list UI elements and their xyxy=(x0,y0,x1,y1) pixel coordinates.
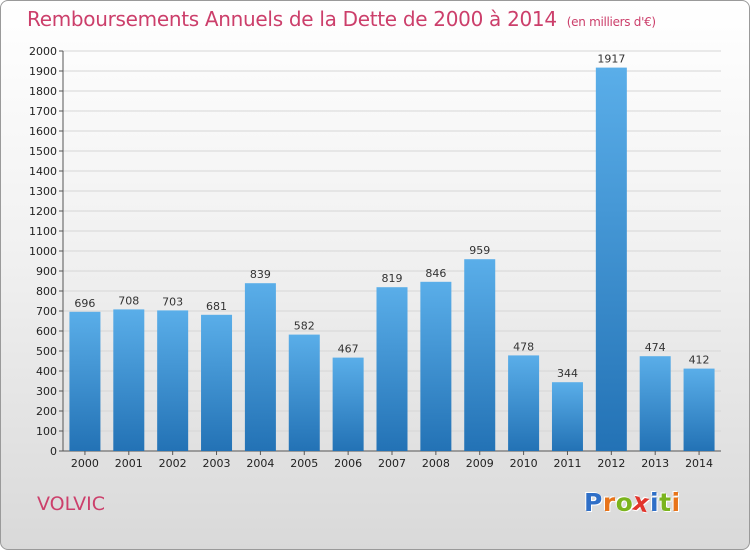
bar-2013[interactable] xyxy=(639,356,671,451)
value-label-2010: 478 xyxy=(513,340,534,353)
bar-2012[interactable] xyxy=(595,67,627,451)
x-tick-label-2001: 2001 xyxy=(115,457,143,470)
x-tick-label-2006: 2006 xyxy=(334,457,362,470)
y-tick-label: 2000 xyxy=(29,45,57,58)
y-tick-label: 1300 xyxy=(29,185,57,198)
y-tick-label: 0 xyxy=(50,445,57,458)
bar-2014[interactable] xyxy=(683,368,715,451)
y-tick-label: 400 xyxy=(36,365,57,378)
bar-2010[interactable] xyxy=(508,355,540,451)
x-tick-label-2002: 2002 xyxy=(159,457,187,470)
y-tick-label: 700 xyxy=(36,305,57,318)
bar-2011[interactable] xyxy=(551,382,583,451)
chart-title: Remboursements Annuels de la Dette de 20… xyxy=(27,7,656,31)
value-label-2000: 696 xyxy=(74,297,95,310)
logo-letter: t xyxy=(659,488,672,517)
y-tick-label: 1400 xyxy=(29,165,57,178)
bar-2006[interactable] xyxy=(332,357,364,451)
x-tick-label-2014: 2014 xyxy=(685,457,713,470)
y-tick-label: 1600 xyxy=(29,125,57,138)
y-tick-label: 600 xyxy=(36,325,57,338)
y-tick-label: 800 xyxy=(36,285,57,298)
y-tick-label: 1100 xyxy=(29,225,57,238)
y-tick-label: 1000 xyxy=(29,245,57,258)
chart-subtitle: (en milliers d'€) xyxy=(566,15,656,29)
y-tick-label: 900 xyxy=(36,265,57,278)
x-tick-label-2003: 2003 xyxy=(203,457,231,470)
axis-layer: 0 100 200 300 400 500 600 700 800 900 1000 1100 1200… xyxy=(29,45,721,470)
y-tick-label: 1700 xyxy=(29,105,57,118)
label-layer: 696 708 703 681 839 582 467 819 846 959 478 344 1917… xyxy=(74,53,709,381)
y-tick-label: 500 xyxy=(36,345,57,358)
x-tick-label-2010: 2010 xyxy=(510,457,538,470)
bar-2001[interactable] xyxy=(113,309,145,451)
bar-2000[interactable] xyxy=(69,311,101,451)
value-label-2005: 582 xyxy=(294,320,315,333)
bar-2004[interactable] xyxy=(244,283,276,451)
x-tick-label-2013: 2013 xyxy=(641,457,669,470)
y-tick-label: 1500 xyxy=(29,145,57,158)
value-label-2006: 467 xyxy=(338,343,359,356)
value-label-2011: 344 xyxy=(557,367,578,380)
logo-letter: P xyxy=(584,488,603,517)
x-tick-label-2011: 2011 xyxy=(553,457,581,470)
proxiti-logo[interactable]: Proxiti xyxy=(584,487,681,519)
value-label-2001: 708 xyxy=(118,294,139,307)
y-tick-label: 100 xyxy=(36,425,57,438)
bar-2008[interactable] xyxy=(420,281,452,451)
y-tick-label: 200 xyxy=(36,405,57,418)
bar-2005[interactable] xyxy=(288,334,320,451)
y-tick-label: 300 xyxy=(36,385,57,398)
value-label-2002: 703 xyxy=(162,295,183,308)
value-label-2008: 846 xyxy=(425,267,446,280)
value-label-2003: 681 xyxy=(206,300,227,313)
value-label-2009: 959 xyxy=(469,244,490,257)
value-label-2007: 819 xyxy=(382,272,403,285)
bar-2003[interactable] xyxy=(201,314,233,451)
x-tick-label-2009: 2009 xyxy=(466,457,494,470)
y-tick-label: 1800 xyxy=(29,85,57,98)
value-label-2013: 474 xyxy=(645,341,666,354)
value-label-2012: 1917 xyxy=(597,53,625,66)
y-tick-label: 1200 xyxy=(29,205,57,218)
logo-letter: r xyxy=(602,488,616,517)
y-tick-label: 1900 xyxy=(29,65,57,78)
x-tick-label-2012: 2012 xyxy=(597,457,625,470)
x-tick-label-2000: 2000 xyxy=(71,457,99,470)
commune-name: VOLVIC xyxy=(37,493,105,515)
bar-2009[interactable] xyxy=(464,259,496,451)
logo-letter: o xyxy=(615,488,634,517)
x-tick-label-2005: 2005 xyxy=(290,457,318,470)
x-tick-label-2004: 2004 xyxy=(246,457,274,470)
value-label-2014: 412 xyxy=(689,354,710,367)
logo-letter: i xyxy=(671,488,681,517)
value-label-2004: 839 xyxy=(250,268,271,281)
bar-layer xyxy=(69,67,715,451)
bar-2002[interactable] xyxy=(157,310,189,451)
logo-letter: i xyxy=(650,488,660,517)
x-tick-label-2008: 2008 xyxy=(422,457,450,470)
chart-title-text: Remboursements Annuels de la Dette de 20… xyxy=(27,7,557,31)
bar-2007[interactable] xyxy=(376,287,408,451)
x-tick-label-2007: 2007 xyxy=(378,457,406,470)
